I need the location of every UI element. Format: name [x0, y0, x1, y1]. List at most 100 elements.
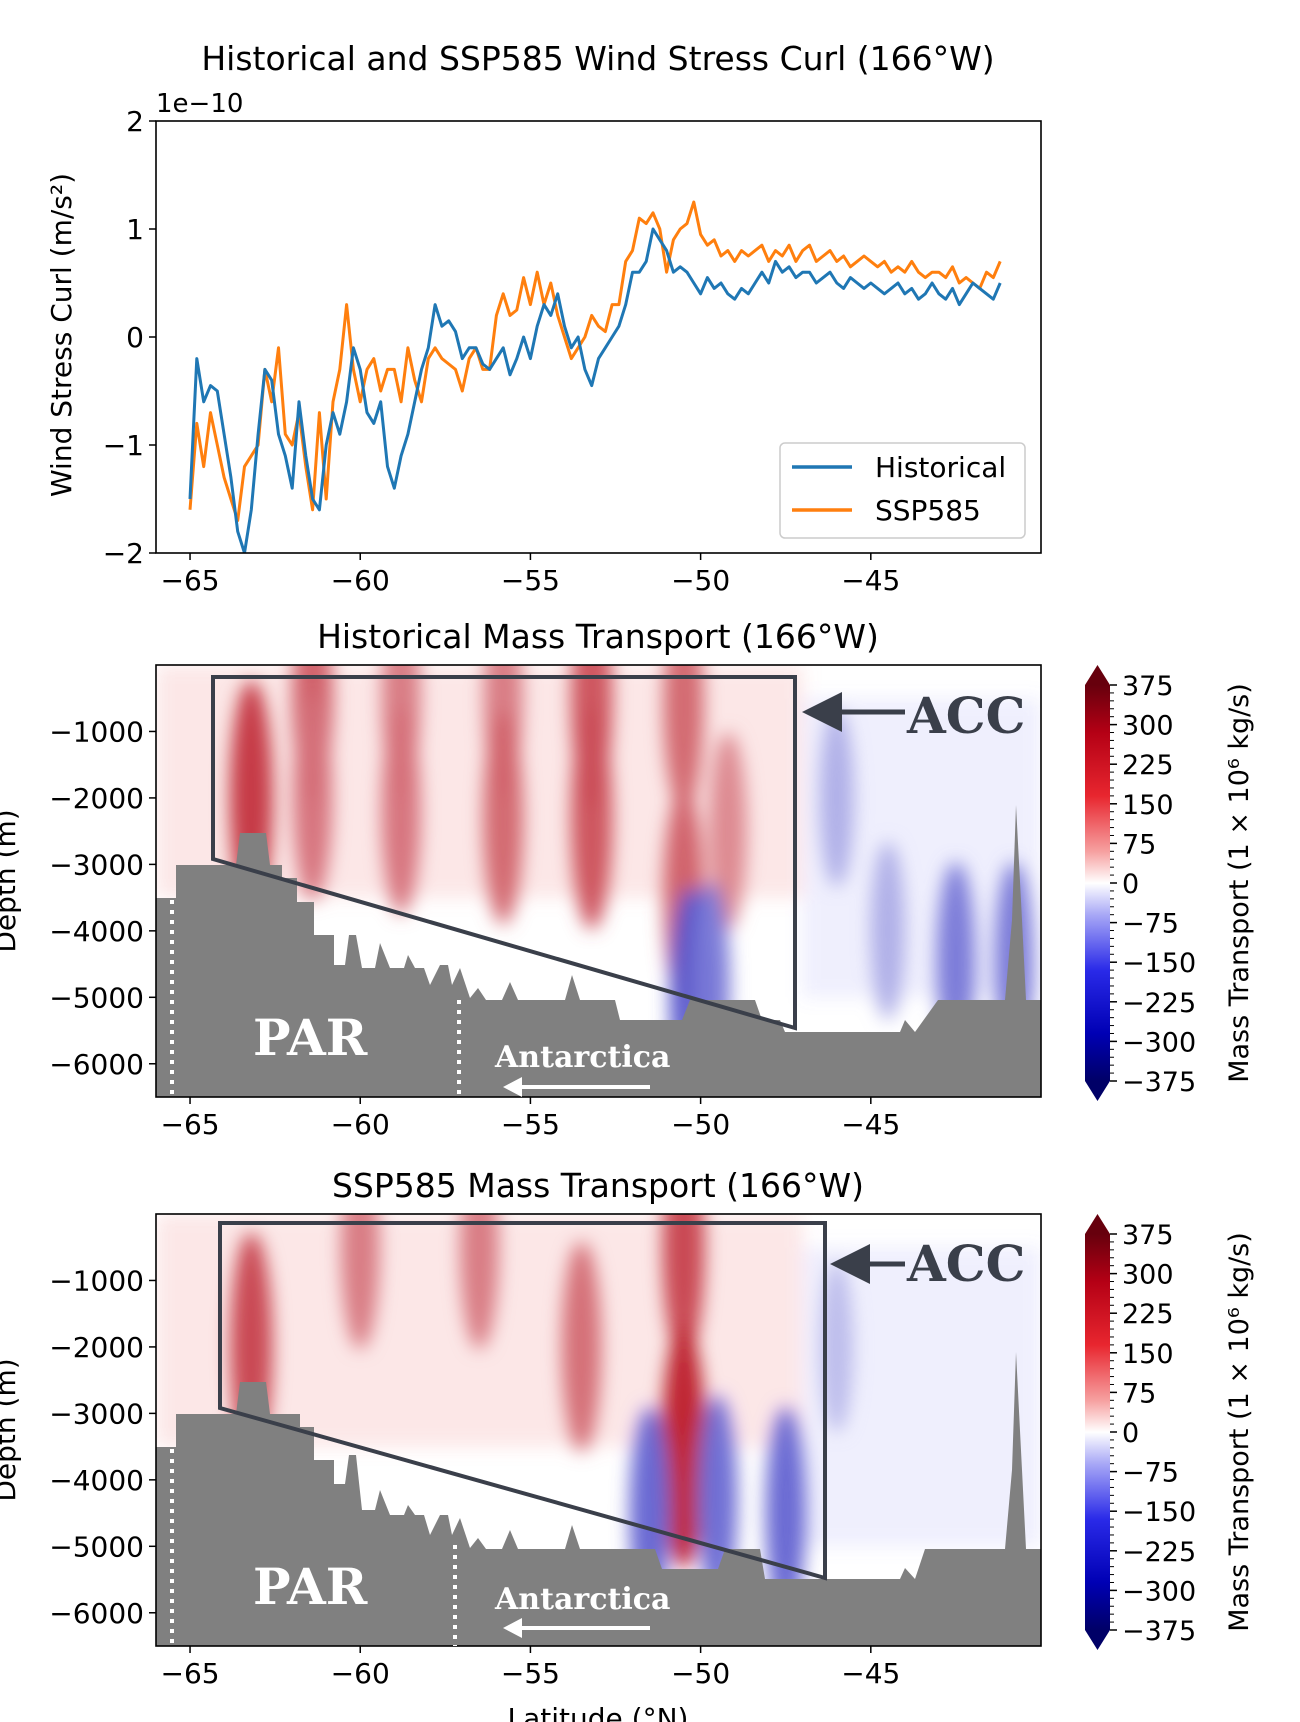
colorbar-tick-label: 150 [1122, 1339, 1174, 1370]
y-tick-label: −6000 [49, 1597, 144, 1630]
positive-core [483, 711, 524, 925]
positive-core [663, 665, 704, 812]
y-tick-label: −6000 [49, 1048, 144, 1081]
wind-panel-title: Historical and SSP585 Wind Stress Curl (… [201, 39, 994, 78]
positive-core [660, 1323, 707, 1570]
negative-core [765, 1406, 806, 1620]
colorbar-tick-label: −150 [1122, 1497, 1196, 1528]
ssp-antarctica-arrowhead [503, 1618, 522, 1638]
y-tick-label: −1 [103, 429, 144, 462]
positive-core [709, 732, 747, 930]
hist-colorbar-bottom-cap [1085, 1081, 1110, 1101]
ssp-panel-title: SSP585 Mass Transport (166°W) [332, 1166, 864, 1205]
series-line-historical [188, 227, 1002, 553]
ssp-yticks: −1000 −2000 −3000 −4000 −5000 −6000 [49, 1264, 156, 1630]
wind-xticks: −65 −60 −55 −50 −45 [160, 553, 900, 597]
x-tick-label: −60 [331, 1108, 390, 1141]
wind-offset-text: 1e−10 [156, 89, 243, 119]
positive-core [662, 1214, 706, 1362]
positive-core [340, 1214, 380, 1350]
colorbar-tick-label: 0 [1122, 869, 1139, 900]
colorbar-tick-label: −375 [1122, 1616, 1196, 1647]
positive-core [292, 694, 333, 902]
legend-ssp585-label: SSP585 [875, 494, 981, 527]
x-tick-label: −65 [160, 1108, 219, 1141]
ssp-colorbar-bar [1085, 1234, 1110, 1630]
x-tick-label: −55 [501, 1657, 560, 1690]
ssp-axes-frame [155, 1213, 1042, 1647]
ssp585-transport-panel: SSP585 Mass Transport (166°W) Depth (m) … [0, 1166, 1255, 1722]
ssp-colorbar-label: Mass Transport (1 × 10⁶ kg/s) [1224, 1232, 1255, 1632]
y-tick-label: −2000 [49, 1331, 144, 1364]
ssp-acc-label: ACC [906, 1234, 1025, 1293]
ssp-xlabel: Latitude (°N) [508, 1702, 689, 1722]
colorbar-tick-label: −375 [1122, 1067, 1196, 1098]
hist-colorbar-ticks: 375 300 225 150 75 0 −75 −150 −225 −300 −375 [1110, 671, 1196, 1098]
colorbar-tick-label: 375 [1122, 1220, 1174, 1251]
colorbar-tick-label: −225 [1122, 988, 1196, 1019]
colorbar-tick-label: −225 [1122, 1537, 1196, 1568]
ssp-ylabel: Depth (m) [0, 1358, 22, 1501]
colorbar-tick-label: −150 [1122, 948, 1196, 979]
hist-xticks: −65 −60 −55 −50 −45 [160, 1097, 900, 1141]
y-tick-label: −4000 [49, 1464, 144, 1497]
hist-acc-label: ACC [906, 686, 1025, 745]
ssp-par-label: PAR [253, 1557, 368, 1616]
hist-antarctica-arrowhead [503, 1077, 522, 1097]
colorbar-tick-label: −300 [1122, 1027, 1196, 1058]
x-tick-label: −65 [160, 564, 219, 597]
colorbar-tick-label: 75 [1122, 829, 1156, 860]
ssp-colorbar-bottom-cap [1085, 1630, 1110, 1650]
hist-colorbar: 375 300 225 150 75 0 −75 −150 −225 −300 −375 Mass … [1085, 665, 1255, 1101]
hist-acc-box [211, 675, 797, 1031]
y-tick-label: 1 [126, 213, 144, 246]
ssp-acc-box [218, 1221, 827, 1581]
ssp-bathymetry-peak [236, 1382, 270, 1414]
colorbar-tick-label: 150 [1122, 790, 1174, 821]
historical-transport-panel: Historical Mass Transport (166°W) Depth … [0, 617, 1255, 1141]
x-tick-label: −50 [671, 564, 730, 597]
x-tick-label: −60 [331, 1657, 390, 1690]
hist-ylabel: Depth (m) [0, 809, 22, 952]
legend-historical-label: Historical [875, 451, 1006, 484]
negative-core [819, 708, 854, 888]
y-tick-label: −4000 [49, 915, 144, 948]
colorbar-tick-label: 225 [1122, 750, 1174, 781]
wind-ylabel: Wind Stress Curl (m/s²) [45, 173, 78, 497]
colorbar-tick-label: 300 [1122, 711, 1174, 742]
y-tick-label: −2000 [49, 782, 144, 815]
hist-colorbar-top-cap [1085, 665, 1110, 685]
hist-panel-title: Historical Mass Transport (166°W) [317, 617, 879, 656]
y-tick-label: −2 [103, 537, 144, 570]
positive-core [460, 1214, 499, 1350]
colorbar-tick-label: 75 [1122, 1378, 1156, 1409]
y-tick-label: 2 [126, 105, 144, 138]
x-tick-label: −50 [671, 1108, 730, 1141]
x-tick-label: −55 [501, 564, 560, 597]
colorbar-tick-label: 300 [1122, 1260, 1174, 1291]
colorbar-tick-label: 0 [1122, 1418, 1139, 1449]
hist-antarctica-label: Antarctica [494, 1040, 670, 1075]
y-tick-label: −5000 [49, 1530, 144, 1563]
y-tick-label: −5000 [49, 981, 144, 1014]
hist-transport-field [156, 665, 1041, 1097]
x-tick-label: −45 [841, 1108, 900, 1141]
x-tick-label: −60 [331, 564, 390, 597]
negative-core [820, 1260, 854, 1433]
negative-core [870, 841, 906, 1021]
colorbar-tick-label: −300 [1122, 1576, 1196, 1607]
y-tick-label: −1000 [49, 715, 144, 748]
x-tick-label: −45 [841, 1657, 900, 1690]
hist-par-label: PAR [253, 1008, 368, 1067]
positive-core [570, 706, 613, 930]
ssp-field-clip [156, 1214, 1041, 1646]
x-tick-label: −50 [671, 1657, 730, 1690]
x-tick-label: −65 [160, 1657, 219, 1690]
hist-bathymetry [156, 805, 1041, 1097]
ssp-colorbar: 375 300 225 150 75 0 −75 −150 −225 −300 −375 Mass … [1085, 1214, 1255, 1650]
x-tick-label: −45 [841, 564, 900, 597]
hist-colorbar-bar [1085, 685, 1110, 1081]
colorbar-tick-label: −75 [1122, 1458, 1179, 1489]
hist-colorbar-label: Mass Transport (1 × 10⁶ kg/s) [1224, 683, 1255, 1083]
